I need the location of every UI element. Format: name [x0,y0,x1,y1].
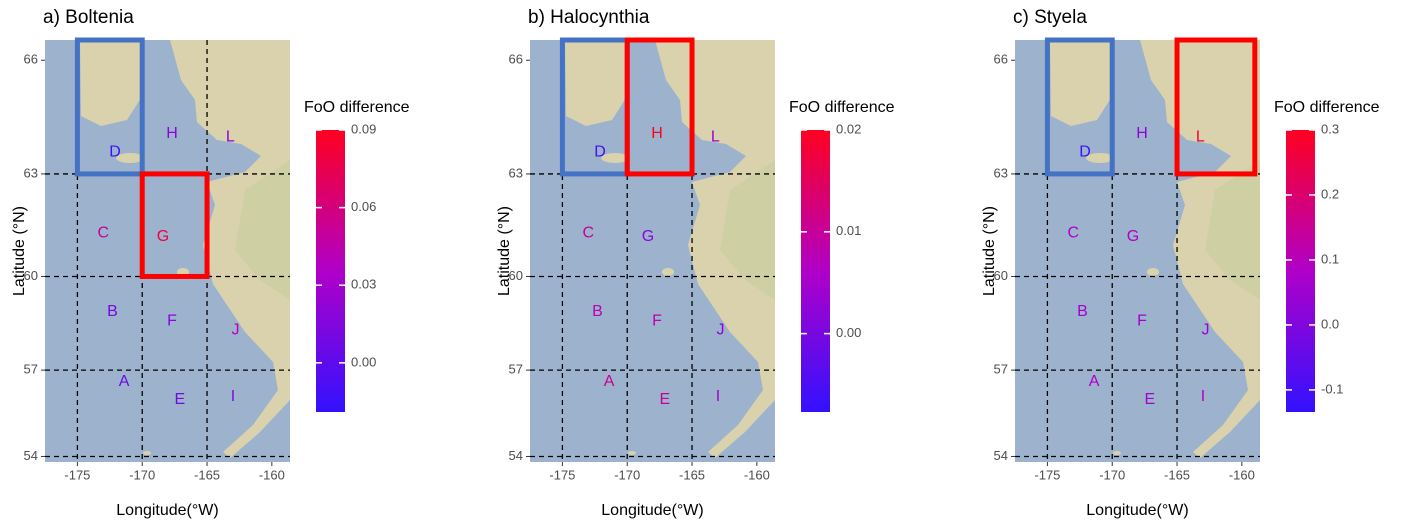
region-label: D [594,143,606,160]
y-tick-label: 57 [994,362,1008,377]
legend-title: FoO difference [789,99,895,116]
panel: c) Styela D H L C G B F J A E I -175 -170 -165 -160 54 57… [981,7,1379,519]
y-tick-label: 63 [994,165,1008,180]
region-label: L [226,129,235,146]
region-label: D [1079,143,1091,160]
y-tick-label: 54 [509,448,523,463]
region-label: J [717,322,725,339]
region-label: I [231,388,235,405]
y-axis-label: Latitude (°N) [11,206,28,296]
colorbar-tick-label: 0.0 [1321,316,1339,331]
y-tick-label: 57 [24,362,38,377]
y-tick-label: 54 [994,448,1008,463]
region-label: L [1196,129,1205,146]
region-label: A [604,373,615,390]
region-label: A [1089,373,1100,390]
x-axis-label: Longitude(°W) [1086,502,1188,519]
x-tick-label: -170 [129,467,155,482]
region-label: C [583,224,595,241]
region-label: H [1136,125,1148,142]
region-label: E [659,391,670,408]
plot-area: D H L C G B F J A E I [1015,40,1260,462]
region-label: F [652,312,662,329]
region-label: F [167,312,177,329]
region-label: B [107,303,118,320]
y-axis-label: Latitude (°N) [981,206,998,296]
region-label: E [174,391,185,408]
x-tick-label: -170 [614,467,640,482]
plot-area: D H L C G B F J A E I [530,40,775,462]
colorbar [801,130,830,412]
region-label: J [232,322,240,339]
colorbar-tick-label: 0.00 [351,354,376,369]
y-tick-label: 54 [24,448,38,463]
panel: a) Boltenia D H L C G B F J A E I -175 -170 -165 -160 54… [11,7,409,519]
colorbar-tick-label: 0.09 [351,121,376,136]
colorbar-tick-label: 0.03 [351,277,376,292]
y-axis-label: Latitude (°N) [496,206,513,296]
x-axis-label: Longitude(°W) [116,502,218,519]
x-tick-label: -165 [1164,467,1190,482]
region-label: J [1202,322,1210,339]
colorbar-tick-label: 0.00 [836,325,861,340]
region-label: H [166,125,178,142]
y-tick-label: 66 [509,52,523,67]
y-tick-label: 57 [509,362,523,377]
x-tick-label: -160 [744,467,770,482]
region-label: L [711,129,720,146]
x-tick-label: -170 [1099,467,1125,482]
x-tick-label: -175 [1034,467,1060,482]
region-label: G [157,228,169,245]
y-tick-label: 63 [24,165,38,180]
panel: b) Halocynthia D H L C G B F J A E I -175 -170 -165 -16… [496,7,894,519]
figure: a) Boltenia D H L C G B F J A E I -175 -170 -165 -160 54… [0,0,1409,527]
y-tick-label: 66 [994,52,1008,67]
x-tick-label: -165 [194,467,220,482]
colorbar-tick-label: 0.1 [1321,251,1339,266]
colorbar-tick-label: 0.01 [836,223,861,238]
y-tick-label: 66 [24,52,38,67]
colorbar [1286,130,1315,412]
colorbar-tick-label: 0.2 [1321,186,1339,201]
region-label: F [1137,312,1147,329]
legend-title: FoO difference [304,99,410,116]
plot-area: D H L C G B F J A E I [45,40,290,462]
region-label: H [651,125,663,142]
legend-title: FoO difference [1274,99,1380,116]
y-tick-label: 63 [509,165,523,180]
region-label: D [109,143,121,160]
region-label: E [1144,391,1155,408]
colorbar-tick-label: 0.3 [1321,121,1339,136]
panel-title: b) Halocynthia [528,7,650,28]
x-axis-label: Longitude(°W) [601,502,703,519]
colorbar-tick-label: 0.02 [836,121,861,136]
colorbar-tick-label: 0.06 [351,199,376,214]
x-tick-label: -160 [259,467,285,482]
x-tick-label: -175 [64,467,90,482]
region-label: I [716,388,720,405]
x-tick-label: -175 [549,467,575,482]
x-tick-label: -165 [679,467,705,482]
region-label: B [592,303,603,320]
region-label: G [1127,228,1139,245]
region-label: B [1077,303,1088,320]
region-label: A [119,373,130,390]
panel-title: c) Styela [1013,7,1087,28]
region-label: C [98,224,110,241]
colorbar [316,130,345,412]
colorbar-tick-label: -0.1 [1321,381,1343,396]
region-label: C [1068,224,1080,241]
panel-title: a) Boltenia [43,7,134,28]
region-label: G [642,228,654,245]
x-tick-label: -160 [1229,467,1255,482]
region-label: I [1201,388,1205,405]
